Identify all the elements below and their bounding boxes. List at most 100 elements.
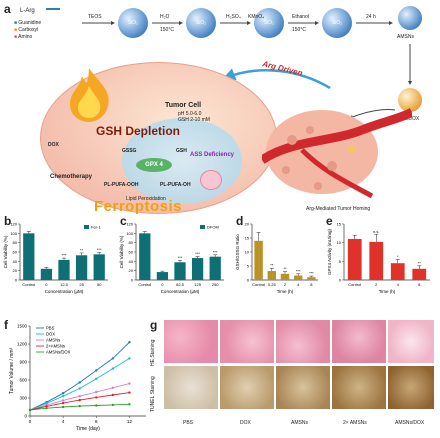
sphere-step-1: SiO₂ [118,8,148,38]
y-tick-label: 80 [13,240,18,245]
bar [139,233,151,280]
y-tick-label: 10 [245,250,250,255]
bar [267,271,277,280]
step-kmno4: KMnO₄ [248,14,265,20]
data-point [61,392,65,395]
ferroptosis-label: Ferroptosis [94,198,183,215]
pl-pufa-oh-label: PL-PUFA-OH [160,182,191,188]
legend-label: Fer-1 [91,225,101,230]
y-tick-label: 300 [19,396,27,401]
x-tick-label: 12.5 [60,282,69,287]
data-point [95,404,98,407]
data-point [61,401,65,405]
data-point [45,407,48,410]
y-tick-label: 20 [13,268,18,273]
bar [40,268,53,280]
panel-label-g: g [150,318,158,332]
he-tile-dox [220,320,274,363]
y-tick-label: 600 [19,378,27,383]
legend-label: AMSNs/DOX [46,350,71,355]
functional-group-legend: ■ Guanidine ■ Carboxyl ■ Amino [14,20,42,40]
amsns-particle [398,6,422,30]
row-label-he: HE Staining [150,339,156,366]
homing-label: Arg-Mediated Tumor Homing [306,206,371,212]
y-tick-label: 20 [245,222,250,227]
y-tick-label: 1500 [17,324,28,329]
data-point [95,369,98,372]
arg-molecule-icon [46,8,60,10]
significance-label: ** [418,260,422,265]
panel-label-e: e [326,214,333,228]
gssg-label: GSSG [122,148,137,154]
legend-carboxyl: Carboxyl [18,27,39,33]
x-axis-label: Time (day) [76,426,100,432]
chart-f-tumor-volume: 0 300 600 900 1200 1500 0 4 8 12 Time (day) Tumor V… [9,324,146,432]
x-axis-label: Time (h) [379,289,396,294]
x-tick-label: 4 [397,282,400,287]
tunel-tile-pbs [164,366,218,409]
x-tick-label: 0 [161,282,164,287]
y-tick-label: 80 [129,240,134,245]
x-tick-label: 8 [310,282,313,287]
bar [390,263,405,280]
data-point [128,357,131,360]
y-tick-label: 0 [247,278,250,283]
y-tick-label: 15 [245,236,250,241]
x-tick-label: 0 [29,419,32,424]
y-axis-label: Cell Viability (%) [119,235,124,268]
y-tick-label: 5 [339,259,342,264]
y-tick-label: 120 [10,222,17,227]
tumor-vessel-illustration [262,108,412,199]
legend-label: AMSNs [46,338,60,343]
he-tile-amsns-dox [388,320,434,363]
series-line [29,358,130,411]
amsns-dox-particle [398,88,422,112]
data-point [111,403,115,407]
step-temp-2: 150°C [292,27,306,33]
bar [93,254,105,280]
legend-swatch [200,225,205,229]
data-point [111,386,115,389]
y-tick-label: 120 [126,222,133,227]
bar [209,256,221,280]
bar [75,255,88,280]
data-point [61,405,65,409]
tunel-tile-amsns-dox [388,366,434,409]
y-tick-label: 40 [129,259,134,264]
data-point [45,405,48,408]
y-tick-label: 20 [129,268,134,273]
data-point [128,382,131,385]
data-point [111,367,115,370]
chart-c-cell-viability-dfom: 0 20 40 60 80 100 120 Control 0 *** 62.5 *** 125 *** 2… [119,222,224,294]
y-tick-label: 60 [13,250,18,255]
bar [23,233,35,280]
significance-label: *** [296,268,301,273]
bar [58,259,70,280]
x-tick-label: 8 [95,419,98,424]
data-point [28,408,32,412]
col-label-amsns-dox: AMSNs/DOX [395,420,425,426]
step-temp-1: 150°C [160,27,174,33]
bar [412,268,427,280]
x-tick-label: 50 [97,282,102,287]
tumor-gsh: GSH 2-10 mM [178,117,210,123]
x-tick-label: Control [22,282,35,287]
legend-amino: Amino [18,34,33,40]
significance-label: *** [178,255,183,260]
gpx4-node: GPX 4 [136,158,172,172]
legend-label: 2×AMSNs [46,344,65,349]
significance-label: n.s. [373,229,379,234]
x-axis-label: Concentration (μM) [45,289,84,294]
x-tick-label: 125 [194,282,201,287]
legend-label: PBS [46,326,55,331]
y-tick-label: 900 [19,360,27,365]
chart-d-gsh-gssg-ratio: 0 5 10 15 20 Control ** 0.25 ** 2 *** 4 *** 8 Time (h)… [235,222,318,294]
significance-label: *** [62,253,67,258]
x-tick-label: 8 [418,282,421,287]
data-point [111,357,115,360]
data-point [45,402,48,405]
bar [369,241,384,280]
y-tick-label: 100 [126,231,133,236]
pl-pufa-ooh-label: PL-PUFA-OOH [104,182,139,188]
panel-label-f: f [4,318,8,332]
